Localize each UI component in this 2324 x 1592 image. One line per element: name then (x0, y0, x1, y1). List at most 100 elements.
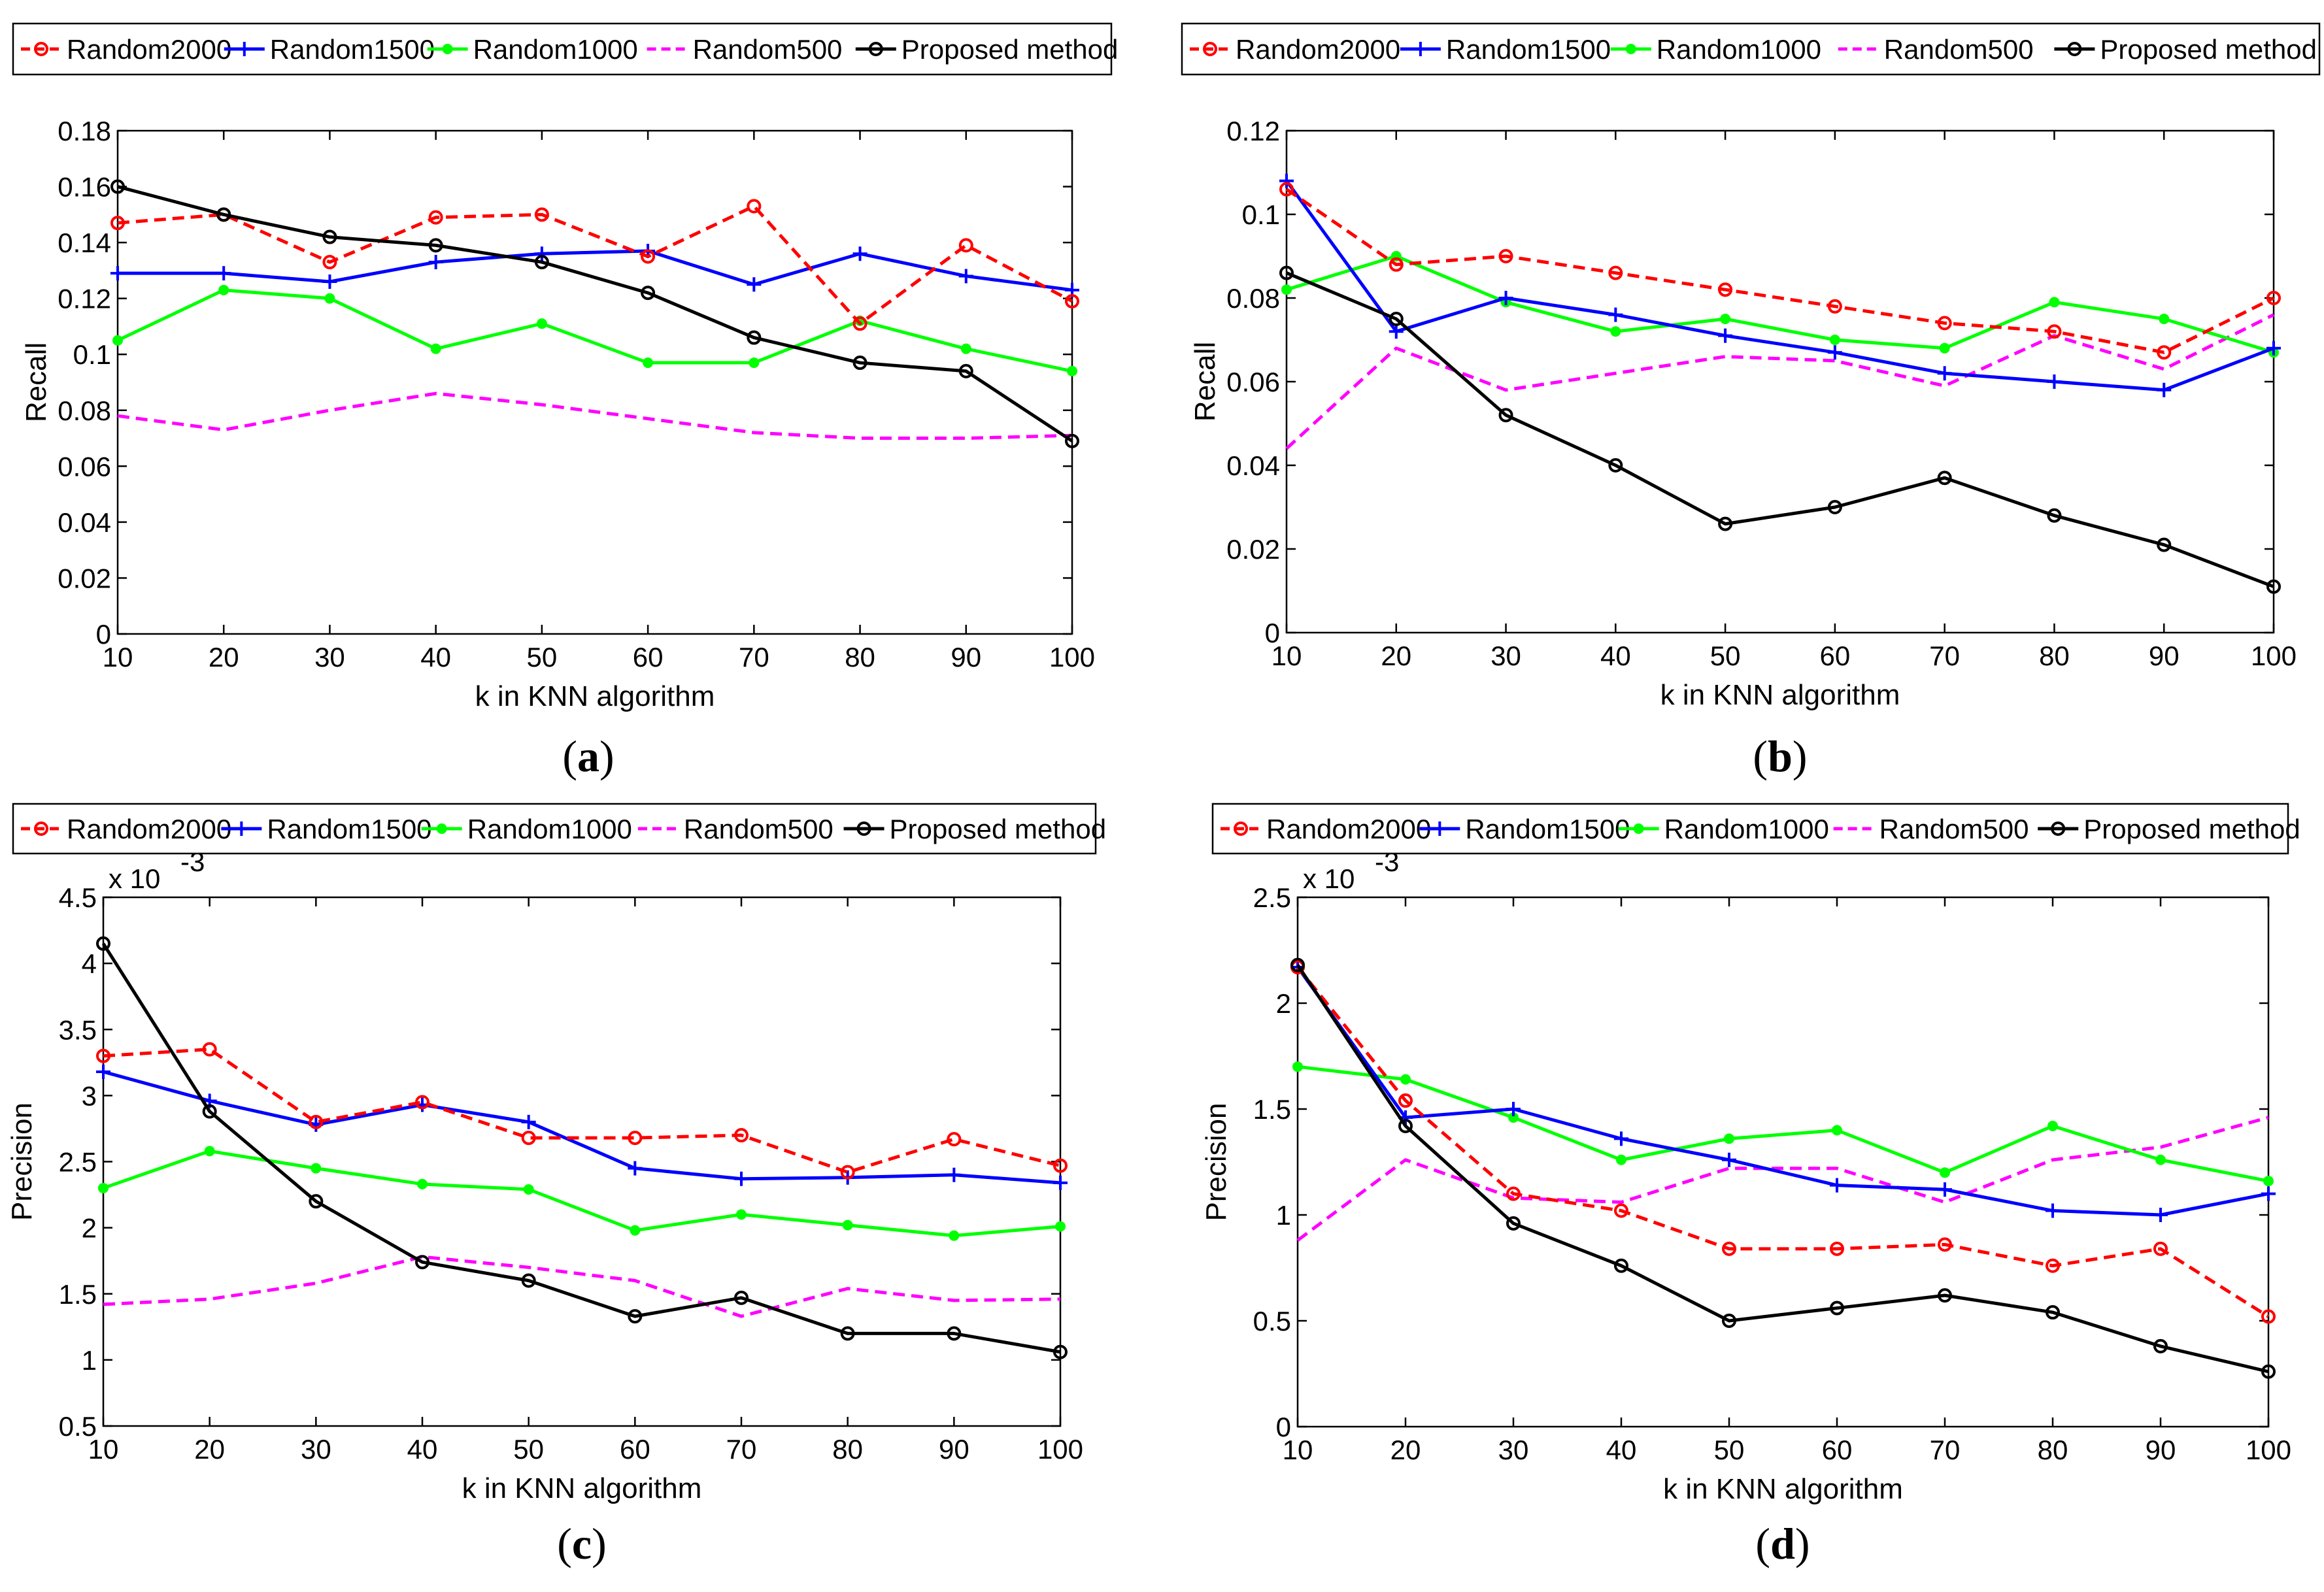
data-point (1290, 957, 1305, 972)
x-tick-label: 10 (103, 642, 133, 672)
data-point (2263, 1176, 2274, 1187)
data-point (216, 207, 231, 222)
series-random500 (1296, 1116, 2269, 1242)
data-point (628, 1309, 643, 1324)
legend-label: Random500 (693, 34, 843, 65)
data-point (2046, 1305, 2060, 1320)
data-point (2046, 1203, 2060, 1218)
legend-box (12, 803, 1097, 855)
x-tick-label: 70 (1929, 640, 1960, 671)
legend-label: Random2000 (67, 34, 231, 65)
legend: Random2000 Random1500 Random1000 Random500 P… (12, 803, 1106, 855)
x-axis-label: k in KNN algorithm (1663, 1473, 1903, 1505)
legend-marker (856, 821, 871, 836)
series-random1000 (98, 1146, 1066, 1241)
data-point (534, 207, 549, 222)
data-point (2049, 297, 2060, 308)
data-point (1389, 324, 1404, 339)
x-tick-label: 10 (88, 1434, 119, 1465)
data-point (747, 199, 762, 214)
y-tick-label: 1 (1276, 1200, 1291, 1231)
legend: Random2000 Random1500 Random1000 Random500 P… (12, 22, 1118, 76)
legend-marker (1203, 42, 1217, 56)
y-axis-label: Precision (1200, 1103, 1232, 1221)
y-tick-label: 0.1 (73, 339, 111, 370)
data-point (1722, 1241, 1736, 1256)
data-point (1292, 1061, 1303, 1072)
data-point (2155, 1154, 2166, 1165)
x-tick-label: 60 (1820, 640, 1851, 671)
data-point (1614, 1258, 1628, 1273)
data-point (2153, 1208, 2168, 1222)
legend-label: Proposed method (2083, 814, 2300, 844)
x-tick-label: 10 (1271, 640, 1302, 671)
data-point (1281, 284, 1292, 295)
data-point (949, 1230, 960, 1241)
y-tick-label: 0.12 (1226, 116, 1280, 146)
y-tick-label: 0.1 (1242, 199, 1280, 230)
y-tick-label: 0.08 (1226, 283, 1280, 314)
data-point (1389, 257, 1404, 272)
x-tick-label: 90 (951, 642, 981, 672)
y-exponent-label: x 10 (109, 863, 160, 894)
y-axis-label: Recall (20, 342, 52, 422)
data-point (324, 293, 335, 304)
series-random2000 (1290, 959, 2276, 1324)
legend-box (1211, 803, 2289, 855)
legend-label: Random500 (684, 814, 834, 844)
series-proposed-method (96, 936, 1068, 1359)
x-tick-label: 80 (832, 1434, 863, 1465)
data-point (2157, 345, 2172, 360)
data-point (2153, 1338, 2168, 1353)
y-tick-label: 0 (1265, 618, 1280, 648)
data-point (1279, 173, 1294, 188)
y-tick-label: 3 (82, 1080, 97, 1111)
data-point (1718, 516, 1733, 531)
series-random1500 (1290, 959, 2276, 1222)
y-tick-label: 1.5 (1253, 1094, 1291, 1125)
data-point (2047, 508, 2062, 523)
legend-box (1181, 22, 2321, 76)
x-tick-label: 50 (1714, 1434, 1745, 1465)
data-point (218, 284, 229, 295)
legend-label: Random1000 (467, 814, 632, 844)
data-point (1829, 335, 1840, 345)
y-tick-label: 2.5 (1253, 882, 1291, 913)
legend-label: Random2000 (1236, 34, 1400, 65)
data-point (202, 1104, 217, 1119)
data-point (536, 318, 547, 329)
legend-marker (1234, 821, 1248, 836)
x-axis-label: k in KNN algorithm (462, 1472, 702, 1504)
y-tick-label: 2.5 (59, 1147, 97, 1178)
x-tick-label: 60 (620, 1434, 650, 1465)
data-point (1506, 1216, 1521, 1231)
data-point (643, 357, 654, 369)
data-point (2153, 1241, 2168, 1256)
x-tick-label: 40 (1600, 640, 1631, 671)
data-point (1055, 1221, 1066, 1232)
x-tick-label: 70 (1930, 1434, 1961, 1465)
x-tick-label: 40 (420, 642, 451, 672)
series-line (1296, 966, 2270, 1318)
data-point (1498, 291, 1513, 305)
data-point (736, 1209, 747, 1220)
chart-panel-b: 0 0.02 0.04 0.06 0.08 0.1 0.12 10 20 30 40 50 60 70 80… (1181, 22, 2321, 781)
x-tick-label: 30 (314, 642, 345, 672)
data-point (322, 274, 337, 289)
series-proposed-method (1290, 957, 2276, 1379)
chart-panel-a: 0 0.02 0.04 0.06 0.08 0.1 0.12 0.14 0.16 0.18 10 20… (12, 22, 1118, 781)
data-point (749, 357, 760, 369)
series-line (116, 288, 1073, 373)
x-axis-label: k in KNN algorithm (475, 680, 715, 712)
data-point (322, 255, 337, 270)
x-tick-label: 90 (2146, 1434, 2176, 1465)
x-tick-label: 50 (527, 642, 558, 672)
data-point (1498, 249, 1513, 263)
data-point (2047, 1120, 2058, 1131)
data-point (521, 1273, 536, 1288)
data-point (1827, 500, 1842, 514)
y-tick-label: 2 (82, 1213, 97, 1244)
x-tick-label: 10 (1283, 1434, 1313, 1465)
data-point (1937, 316, 1952, 331)
